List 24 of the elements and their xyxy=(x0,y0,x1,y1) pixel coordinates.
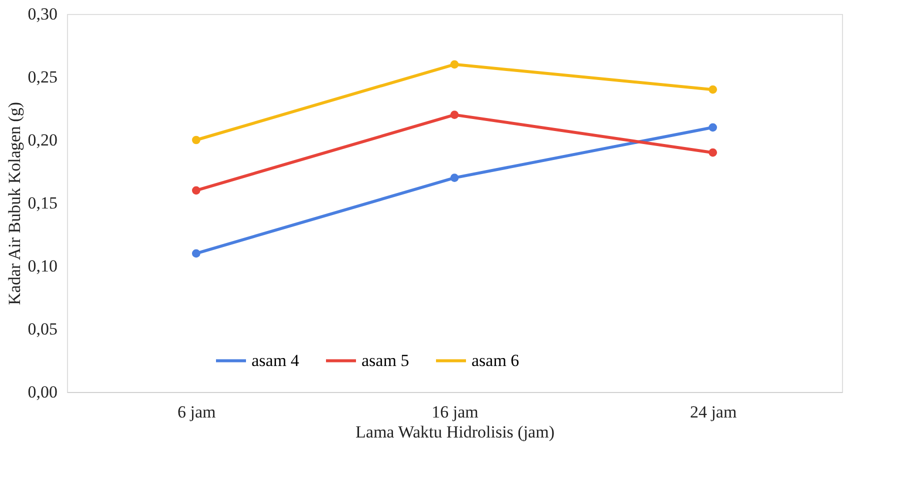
point xyxy=(192,249,200,258)
point xyxy=(708,123,718,132)
point xyxy=(450,110,459,119)
x-tick-label: 24 jam xyxy=(690,402,737,422)
y-tick-label: 0,05 xyxy=(28,320,58,338)
point xyxy=(192,186,200,195)
y-tick-label: 0,20 xyxy=(28,130,58,150)
y-tick-label: 0,10 xyxy=(28,256,58,276)
y-tick-label: 0,25 xyxy=(28,68,58,86)
y-tick-label: 0,30 xyxy=(28,4,58,24)
point xyxy=(450,60,459,69)
x-axis-title: Lama Waktu Hidrolisis (jam) xyxy=(356,422,554,442)
point xyxy=(192,136,200,144)
legend-label: asam 5 xyxy=(362,350,410,370)
legend-label: asam 4 xyxy=(252,350,300,370)
y-axis-title: Kadar Air Bubuk Kolagen (g) xyxy=(4,102,24,306)
point xyxy=(450,174,459,182)
x-tick-label: 6 jam xyxy=(178,402,216,422)
point xyxy=(708,85,718,94)
y-tick-label: 0,15 xyxy=(28,194,58,212)
legend-label: asam 6 xyxy=(472,350,520,370)
y-tick-label: 0,00 xyxy=(28,382,58,402)
point xyxy=(708,148,718,157)
x-tick-label: 16 jam xyxy=(432,402,478,422)
